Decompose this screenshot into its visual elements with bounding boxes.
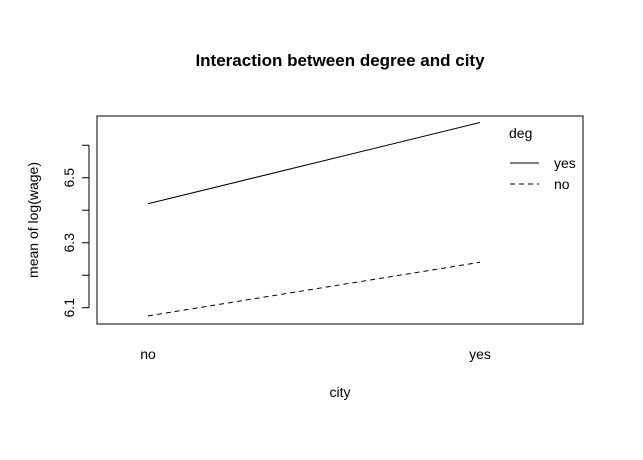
x-axis: no yes: [140, 346, 491, 362]
legend-label-no: no: [554, 176, 570, 192]
y-axis: 6.1 6.3 6.5: [61, 144, 90, 318]
x-axis-label: city: [330, 384, 351, 400]
y-axis-label: mean of log(wage): [25, 162, 41, 278]
series-lines: [147, 122, 481, 317]
series-line-yes: [147, 122, 481, 205]
y-tick-label: 6.3: [61, 233, 77, 253]
y-tick-label: 6.1: [61, 298, 77, 318]
legend: deg yes no: [509, 125, 576, 192]
y-tick-label: 6.5: [61, 168, 77, 188]
series-line-no: [147, 261, 481, 317]
x-tick-label: no: [140, 346, 156, 362]
plot-frame: [96, 115, 584, 325]
legend-label-yes: yes: [554, 155, 576, 171]
x-tick-label: yes: [469, 346, 491, 362]
chart-title: Interaction between degree and city: [195, 51, 485, 70]
legend-title: deg: [509, 125, 532, 141]
